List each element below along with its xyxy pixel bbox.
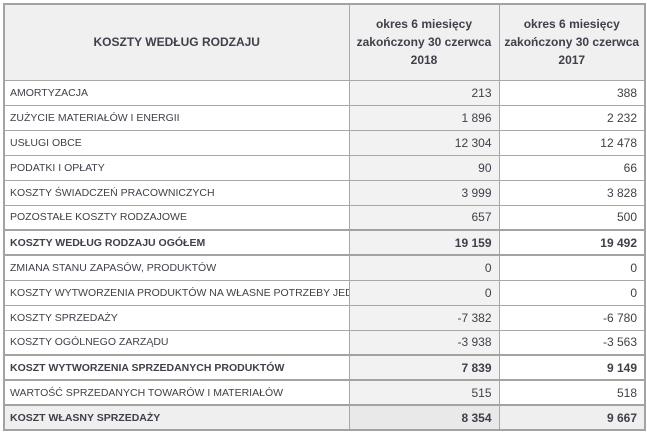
value-2018-cell: 19 159 [348, 229, 500, 256]
table-row: PODATKI I OPŁATY 90 66 [3, 154, 646, 181]
row-label-cell: KOSZTY WYTWORZENIA PRODUKTÓW NA WŁASNE P… [3, 279, 350, 306]
row-label-cell: PODATKI I OPŁATY [3, 154, 350, 181]
value-2017-cell: -3 563 [498, 329, 646, 356]
value-2017-cell: 12 478 [498, 129, 646, 156]
value-2018-cell: -7 382 [348, 304, 500, 331]
value-2017-cell: 500 [498, 204, 646, 231]
row-label-cell: ZMIANA STANU ZAPASÓW, PRODUKTÓW [3, 254, 350, 281]
period-2018-line2: zakończony 30 czerwca [356, 35, 492, 50]
value-2017-cell: 19 492 [498, 229, 646, 256]
table-row-subtotal: KOSZTY WEDŁUG RODZAJU OGÓŁEM 19 159 19 4… [3, 229, 646, 256]
table-row: KOSZTY SPRZEDAŻY -7 382 -6 780 [3, 304, 646, 331]
value-2018-cell: 8 354 [348, 404, 500, 431]
table-row: AMORTYZACJA 213 388 [3, 79, 646, 106]
value-2018-cell: 1 896 [348, 104, 500, 131]
row-label-cell: USŁUGI OBCE [3, 129, 350, 156]
header-title-cell: KOSZTY WEDŁUG RODZAJU [3, 3, 350, 81]
value-2018-cell: 0 [348, 279, 500, 306]
value-2017-cell: 9 149 [498, 354, 646, 381]
row-label-cell: WARTOŚĆ SPRZEDANYCH TOWARÓW I MATERIAŁÓW [3, 379, 350, 406]
table-row: ZMIANA STANU ZAPASÓW, PRODUKTÓW 0 0 [3, 254, 646, 281]
period-2017-line2: zakończony 30 czerwca [504, 35, 640, 50]
row-label-cell: KOSZT WYTWORZENIA SPRZEDANYCH PRODUKTÓW [3, 354, 350, 381]
row-label-cell: KOSZTY ŚWIADCZEŃ PRACOWNICZYCH [3, 179, 350, 206]
header-period-2017-cell: okres 6 miesięcy zakończony 30 czerwca 2… [498, 3, 646, 81]
value-2018-cell: 515 [348, 379, 500, 406]
value-2017-cell: -6 780 [498, 304, 646, 331]
row-label-cell: KOSZT WŁASNY SPRZEDAŻY [3, 404, 350, 431]
table-row: ZUŻYCIE MATERIAŁÓW I ENERGII 1 896 2 232 [3, 104, 646, 131]
period-2018-year: 2018 [410, 53, 438, 68]
value-2017-cell: 518 [498, 379, 646, 406]
row-label-cell: KOSZTY WEDŁUG RODZAJU OGÓŁEM [3, 229, 350, 256]
row-label-cell: AMORTYZACJA [3, 79, 350, 106]
period-2017-year: 2017 [558, 53, 586, 68]
table-row: POZOSTAŁE KOSZTY RODZAJOWE 657 500 [3, 204, 646, 231]
value-2018-cell: 0 [348, 254, 500, 281]
table-row: KOSZTY OGÓLNEGO ZARZĄDU -3 938 -3 563 [3, 329, 646, 356]
value-2017-cell: 0 [498, 254, 646, 281]
table-row: USŁUGI OBCE 12 304 12 478 [3, 129, 646, 156]
table-row-grand-total: KOSZT WŁASNY SPRZEDAŻY 8 354 9 667 [3, 404, 646, 431]
table-header: KOSZTY WEDŁUG RODZAJU okres 6 miesięcy z… [3, 3, 646, 81]
period-2017-line1: okres 6 miesięcy [523, 17, 620, 32]
value-2018-cell: 213 [348, 79, 500, 106]
table-row: WARTOŚĆ SPRZEDANYCH TOWARÓW I MATERIAŁÓW… [3, 379, 646, 406]
header-period-2018-cell: okres 6 miesięcy zakończony 30 czerwca 2… [348, 3, 500, 81]
value-2018-cell: 3 999 [348, 179, 500, 206]
row-label-cell: KOSZTY SPRZEDAŻY [3, 304, 350, 331]
value-2017-cell: 3 828 [498, 179, 646, 206]
value-2017-cell: 2 232 [498, 104, 646, 131]
value-2017-cell: 388 [498, 79, 646, 106]
row-label-cell: ZUŻYCIE MATERIAŁÓW I ENERGII [3, 104, 350, 131]
row-label-cell: KOSZTY OGÓLNEGO ZARZĄDU [3, 329, 350, 356]
table-body: AMORTYZACJA 213 388 ZUŻYCIE MATERIAŁÓW I… [3, 79, 646, 431]
table-row: KOSZTY ŚWIADCZEŃ PRACOWNICZYCH 3 999 3 8… [3, 179, 646, 206]
costs-by-type-table: KOSZTY WEDŁUG RODZAJU okres 6 miesięcy z… [3, 3, 646, 431]
table-title: KOSZTY WEDŁUG RODZAJU [93, 35, 260, 50]
value-2018-cell: 90 [348, 154, 500, 181]
value-2018-cell: -3 938 [348, 329, 500, 356]
row-label-cell: POZOSTAŁE KOSZTY RODZAJOWE [3, 204, 350, 231]
value-2018-cell: 12 304 [348, 129, 500, 156]
value-2018-cell: 7 839 [348, 354, 500, 381]
value-2018-cell: 657 [348, 204, 500, 231]
value-2017-cell: 66 [498, 154, 646, 181]
header-row: KOSZTY WEDŁUG RODZAJU okres 6 miesięcy z… [3, 3, 646, 81]
value-2017-cell: 9 667 [498, 404, 646, 431]
period-2018-line1: okres 6 miesięcy [375, 17, 473, 32]
table-row: KOSZTY WYTWORZENIA PRODUKTÓW NA WŁASNE P… [3, 279, 646, 306]
table-row-subtotal: KOSZT WYTWORZENIA SPRZEDANYCH PRODUKTÓW … [3, 354, 646, 381]
value-2017-cell: 0 [498, 279, 646, 306]
